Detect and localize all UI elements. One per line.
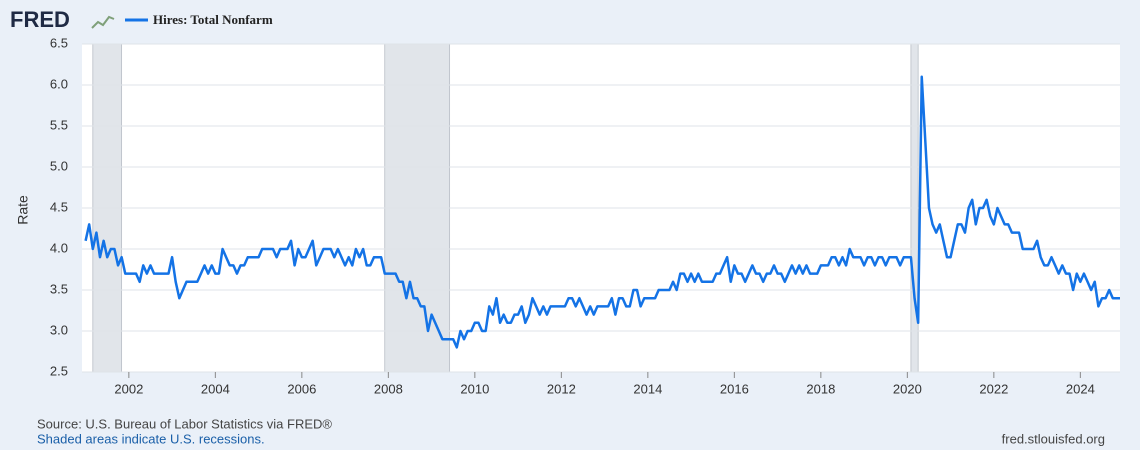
legend-label: Hires: Total Nonfarm [153,12,273,27]
x-tick-label: 2016 [720,381,749,396]
logo: FRED [10,7,70,32]
y-tick-label: 5.0 [50,158,68,173]
x-tick-label: 2020 [893,381,922,396]
x-tick-label: 2022 [979,381,1008,396]
x-tick-label: 2006 [287,381,316,396]
recession-note: Shaded areas indicate U.S. recessions. [37,431,265,446]
source: Source: U.S. Bureau of Labor Statistics … [37,416,332,431]
x-tick-label: 2014 [633,381,662,396]
url: fred.stlouisfed.org [1002,431,1105,446]
x-tick-label: 2018 [806,381,835,396]
x-tick-label: 2010 [460,381,489,396]
y-tick-label: 6.0 [50,76,68,91]
y-tick-label: 4.0 [50,240,68,255]
x-tick-label: 2024 [1066,381,1095,396]
y-tick-label: 3.5 [50,281,68,296]
y-tick-label: 4.5 [50,199,68,214]
x-tick-label: 2004 [201,381,230,396]
y-tick-label: 2.5 [50,363,68,378]
x-tick-label: 2012 [547,381,576,396]
logo-icon [91,15,115,29]
x-tick-label: 2008 [374,381,403,396]
y-tick-label: 5.5 [50,117,68,132]
y-tick-label: 3.0 [50,322,68,337]
data-line [84,75,1120,349]
y-axis-title: Rate [15,195,31,225]
x-tick-label: 2002 [114,381,143,396]
y-tick-label: 6.5 [50,35,68,50]
